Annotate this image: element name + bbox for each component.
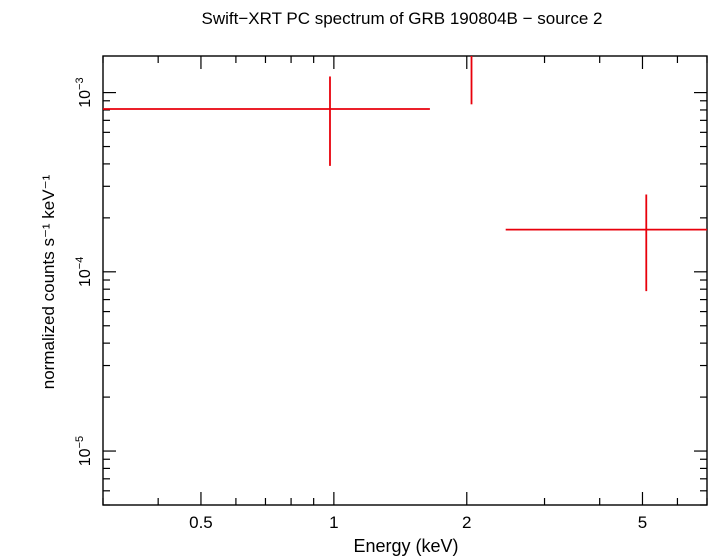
x-tick-label: 2 (462, 513, 471, 532)
y-tick-label-text: 10−3 (74, 77, 94, 107)
y-tick-label-text: 10−4 (74, 257, 94, 287)
x-tick-label: 1 (329, 513, 338, 532)
data-marks (103, 56, 707, 292)
x-tick-label: 0.5 (189, 513, 213, 532)
y-axis-label: normalized counts s⁻¹ keV⁻¹ (39, 174, 58, 389)
y-tick-label-text: 10−5 (74, 436, 94, 466)
x-axis-label: Energy (keV) (353, 536, 458, 556)
y-tick-label: 10−4 (74, 257, 94, 287)
axes-group: 0.5 1 2 5 10−3 10−4 10−5 (74, 55, 708, 532)
plot-frame (102, 55, 708, 506)
y-tick-label: 10−5 (74, 436, 94, 466)
y-tick-label: 10−3 (74, 77, 94, 107)
chart-title: Swift−XRT PC spectrum of GRB 190804B − s… (202, 9, 603, 28)
data-point (505, 194, 707, 292)
data-point (103, 76, 430, 166)
x-tick-label: 5 (638, 513, 647, 532)
